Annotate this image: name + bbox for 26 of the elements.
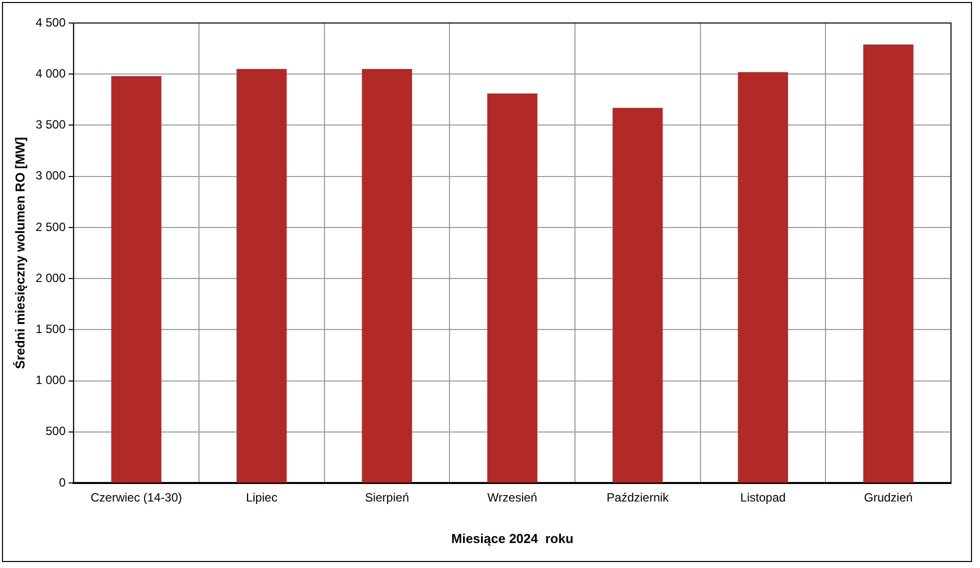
y-tick-label: 4 500 [36,15,66,30]
x-tick-label: Czerwiec (14-30) [90,490,182,505]
bar [612,108,663,482]
bar [863,44,914,482]
bar [487,94,538,482]
x-tick-label: Grudzień [864,490,913,505]
y-tick-label: 1 000 [36,373,66,388]
bar [362,69,412,482]
y-tick-label: 0 [58,475,66,490]
y-tick-label: 4 000 [36,66,66,80]
x-tick-label: Listopad [740,490,786,505]
bar [111,76,162,482]
x-tick-label: Październik [606,490,670,505]
y-tick-label: 2 000 [36,270,66,285]
bar [236,69,287,482]
y-tick-label: 2 500 [36,220,66,234]
y-tick-label: 500 [46,424,66,438]
x-tick-label: Sierpień [364,490,409,505]
y-tick-label: 1 500 [36,322,66,336]
x-tick-label: Wrzesień [487,490,538,505]
y-axis-title: Średni miesięczny wolumen RO [MW] [12,137,28,369]
x-axis-title: Miesiące 2024 roku [451,530,574,546]
bar [738,72,788,482]
y-tick-label: 3 500 [36,118,66,132]
x-tick-label: Lipiec [246,490,278,505]
y-tick-label: 3 000 [36,168,66,183]
